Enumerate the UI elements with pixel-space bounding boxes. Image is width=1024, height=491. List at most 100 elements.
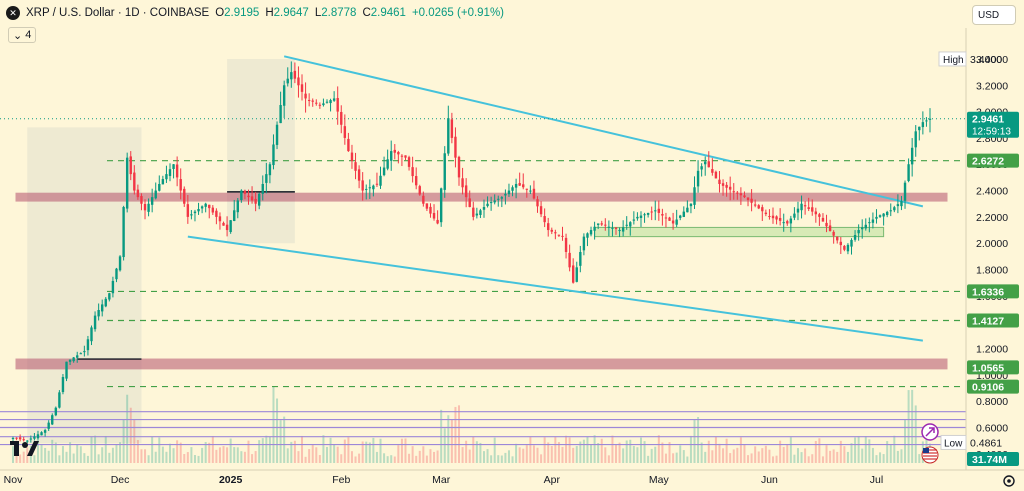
candle-body [454,136,457,158]
volume-bar [629,439,632,463]
volume-bar [276,398,279,463]
currency-select[interactable]: USD [972,5,1016,25]
volume-bar [343,439,346,463]
volume-bar [251,454,254,463]
y-tick-label: 2.2000 [976,212,1008,224]
volume-bar [144,449,147,463]
volume-bar [850,443,853,463]
candle-body [350,152,354,161]
candle-body [286,78,289,84]
axes: 0.40000.60000.80001.00001.20001.40001.60… [0,28,1024,487]
candle-body [154,190,157,199]
symbol-title[interactable]: XRP / U.S. Dollar · 1D · COINBASE [26,7,210,19]
volume-bar [871,447,874,463]
high-value: H2.9647 [265,7,309,19]
change-value: +0.0265 (+0.91%) [411,7,505,19]
candle-body [639,215,643,218]
volume-bar [782,446,785,463]
volume-bar [461,447,464,463]
volume-bar [390,455,393,463]
volume-bar [507,450,510,463]
volume-bar [193,455,196,463]
candle-body [354,162,357,171]
candle-body [61,377,65,393]
x-tick-label: Feb [332,474,350,486]
last-price-badge [967,111,1019,138]
y-tick-label: 1.8000 [976,265,1008,277]
candle-body [707,161,710,168]
volume-bar [772,456,775,463]
candle-body [643,214,646,216]
candle-body [497,198,500,200]
candle-body [472,207,475,217]
volume-bar [493,437,496,463]
volume-bar [229,438,232,463]
candle-body [307,99,311,101]
candle-body [868,222,871,224]
volume-bar [754,446,757,463]
volume-bar [472,436,475,463]
candle-body [322,103,325,106]
candle-body [839,241,842,246]
candle-body [732,191,735,193]
candle-body [33,436,36,439]
candle-body [671,220,675,224]
candle-body [746,197,750,200]
candle-body [422,195,425,204]
low-badge [940,434,967,450]
volume-badge-value: 31.74M [972,454,1007,466]
candle-body [789,218,793,224]
last-price-value: 2.9461 [972,114,1004,126]
candle-body [654,210,657,212]
candle-body [11,437,15,439]
volume-bar [304,456,307,463]
candle-body [682,211,686,217]
flag-canton [923,448,929,453]
volume-bar [839,440,842,463]
candle-body [404,155,407,158]
volume-bar [846,451,849,463]
candle-body [661,214,664,216]
volume-bar [875,455,878,463]
candle-body [325,101,329,103]
volume-bar [325,446,328,463]
volume-bar [40,444,43,463]
volume-bar [415,455,418,463]
volume-bar [918,454,921,463]
candle-body [175,164,179,178]
volume-bar [115,444,118,463]
volume-bar [547,442,550,463]
candle-body [161,179,165,185]
volume-bar [793,454,796,463]
volume-bar [661,442,664,463]
candle-body [329,100,332,104]
volume-bar [133,419,136,463]
candle-body [925,120,928,122]
candle-body [211,207,215,213]
volume-bar [58,455,61,463]
candle-body [464,185,468,198]
candle-body [775,216,778,220]
candle-body [122,207,125,258]
volume-bar [76,444,79,463]
candle-body [725,184,728,188]
candle-body [878,215,882,217]
candle-body [511,187,514,191]
volume-bar [315,447,318,463]
candle-body [111,280,115,294]
volume-bar [247,440,250,463]
drawing-overlays[interactable] [0,55,966,446]
y-tick-label: 3.4000 [976,54,1008,66]
volume-bar [161,446,164,463]
volume-bar [632,445,635,463]
volume-bar [704,451,707,463]
volume-bar [811,454,814,463]
candle-body [525,188,529,190]
volume-profile-box-1 [27,127,142,444]
candle-body [696,170,700,187]
candle-body [843,245,846,250]
volume-bar [864,436,867,463]
volume-bar [764,445,767,463]
indicators-toggle[interactable]: ⌄ 4 [8,27,37,43]
